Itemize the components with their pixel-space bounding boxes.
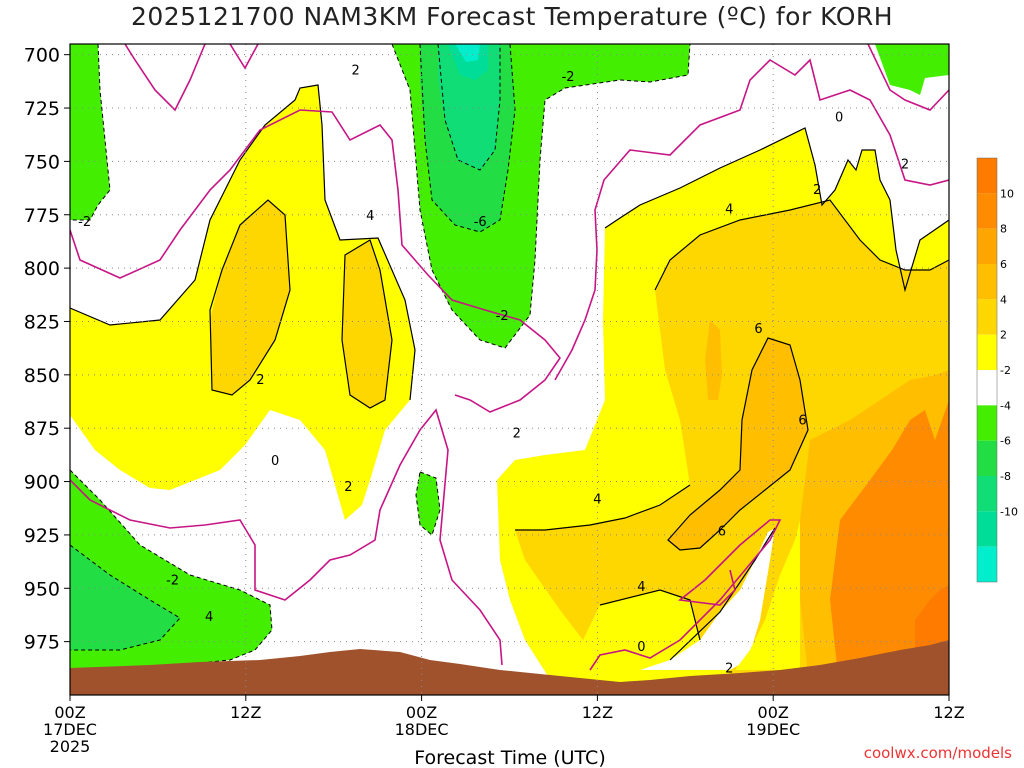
colorbar-label: 6 <box>1000 258 1007 271</box>
contour-label: 4 <box>593 493 601 508</box>
contour-label: -6 <box>474 215 487 230</box>
colorbar-swatch <box>977 511 997 547</box>
x-tick-label: 18DEC <box>395 720 449 739</box>
colorbar-swatch <box>977 158 997 194</box>
chart-title: 2025121700 NAM3KM Forecast Temperature (… <box>130 2 894 31</box>
colorbar-swatch <box>977 440 997 476</box>
warm-region-right-6 <box>668 338 808 550</box>
colorbar-label: 8 <box>1000 223 1007 236</box>
colorbar-label: -10 <box>1000 505 1018 518</box>
contour-label: -2 <box>166 574 179 589</box>
contour-label: -2 <box>78 215 91 230</box>
zero-line-low <box>589 519 782 671</box>
colorbar-label: -2 <box>1000 364 1011 377</box>
y-tick-label: 850 <box>24 365 60 387</box>
x-tick-label: 12Z <box>933 703 964 722</box>
warm-region-right-6c <box>705 320 722 400</box>
zero-line-upper <box>867 44 949 111</box>
zero-line-right <box>554 58 949 381</box>
y-tick-label: 700 <box>24 45 60 67</box>
contour-label: 2 <box>813 183 821 198</box>
contour-field <box>70 44 949 695</box>
y-tick-label: 925 <box>24 525 60 547</box>
colorbar-swatch <box>977 334 997 370</box>
colorbar-swatch <box>977 299 997 335</box>
colorbar-label: 2 <box>1000 329 1007 342</box>
warm-region-left-4b <box>342 240 392 408</box>
contour-label: -2 <box>496 309 509 324</box>
x-tick-label: 00Z <box>758 703 789 722</box>
contour-label: 2 <box>344 480 352 495</box>
zero-line-mid <box>70 408 503 666</box>
contour-label: 0 <box>637 640 645 655</box>
colorbar-swatch <box>977 476 997 512</box>
y-tick-label: 750 <box>24 151 60 173</box>
colorbar-label: -4 <box>1000 399 1011 412</box>
contour-label: 6 <box>754 322 762 337</box>
colorbar-label: -8 <box>1000 470 1011 483</box>
contour-label: -2 <box>562 70 575 85</box>
contour-label: 2 <box>725 661 733 676</box>
plot-frame <box>69 43 950 696</box>
contour-label: 2 <box>256 373 264 388</box>
x-tick-label: 19DEC <box>746 720 800 739</box>
y-axis: 700 725 750 775 800 825 850 875 900 925 950 975 <box>24 45 70 654</box>
x-tick-label: 00Z <box>54 703 85 722</box>
y-tick-label: 725 <box>24 98 60 120</box>
colorbar-label: 10 <box>1000 187 1014 200</box>
cold-region-blob <box>416 472 440 535</box>
contour-label: 2 <box>352 64 360 79</box>
contour-label: 2 <box>513 426 521 441</box>
x-axis-label: Forecast Time (UTC) <box>414 747 605 768</box>
cold-region-top-left <box>70 44 110 220</box>
x-tick-label: 2025 <box>50 737 91 756</box>
x-tick-label: 12Z <box>230 703 261 722</box>
terrain <box>70 640 949 695</box>
y-tick-label: 975 <box>24 632 60 654</box>
colorbar-swatch <box>977 370 997 406</box>
colorbar-frame <box>976 157 998 583</box>
zero-line-top <box>124 44 206 112</box>
colorbar-label: -6 <box>1000 435 1011 448</box>
y-tick-label: 800 <box>24 258 60 280</box>
colorbar-swatch <box>977 228 997 264</box>
contour-label: 4 <box>205 610 213 625</box>
cold-region-minus8 <box>438 44 500 170</box>
colorbar-label: 4 <box>1000 293 1007 306</box>
contour-label: 2 <box>901 158 909 173</box>
cold-region-top-right <box>875 44 949 95</box>
y-tick-label: 950 <box>24 578 60 600</box>
cold-region-bl-minus6 <box>70 545 180 650</box>
y-tick-label: 775 <box>24 205 60 227</box>
warm-region-left-4a <box>210 200 290 395</box>
x-tick-label: 00Z <box>406 703 437 722</box>
contour-label: 4 <box>725 202 733 217</box>
y-tick-label: 825 <box>24 311 60 333</box>
watermark-text: coolwx.com/models <box>863 744 1012 762</box>
contour-label: 6 <box>718 525 726 540</box>
colorbar-swatch <box>977 546 997 582</box>
x-tick-label: 17DEC <box>43 720 97 739</box>
zero-line-left <box>70 109 562 413</box>
contour-label: 6 <box>798 414 806 429</box>
colorbar-swatch <box>977 405 997 441</box>
colorbar: 10 8 6 4 2 -2 -4 -6 -8 -10 <box>976 157 1018 583</box>
colorbar-swatch <box>977 264 997 300</box>
warm-region-lower-yellow <box>735 520 800 670</box>
contour-label: 0 <box>271 454 279 469</box>
y-tick-label: 875 <box>24 418 60 440</box>
warm-region-lower-white <box>640 528 775 670</box>
cold-region-core <box>455 44 480 62</box>
contour-label: 4 <box>366 209 374 224</box>
x-tick-label: 12Z <box>582 703 613 722</box>
zero-line-top2 <box>229 44 259 70</box>
y-tick-label: 900 <box>24 472 60 494</box>
colorbar-swatch <box>977 193 997 229</box>
contour-label: 4 <box>637 580 645 595</box>
contour-labels: 2 -2 0 2 -2 -6 4 4 2 -2 6 2 6 0 2 2 4 6 -2 4 4 0 2 <box>78 64 909 677</box>
contour-label: 0 <box>835 111 843 126</box>
